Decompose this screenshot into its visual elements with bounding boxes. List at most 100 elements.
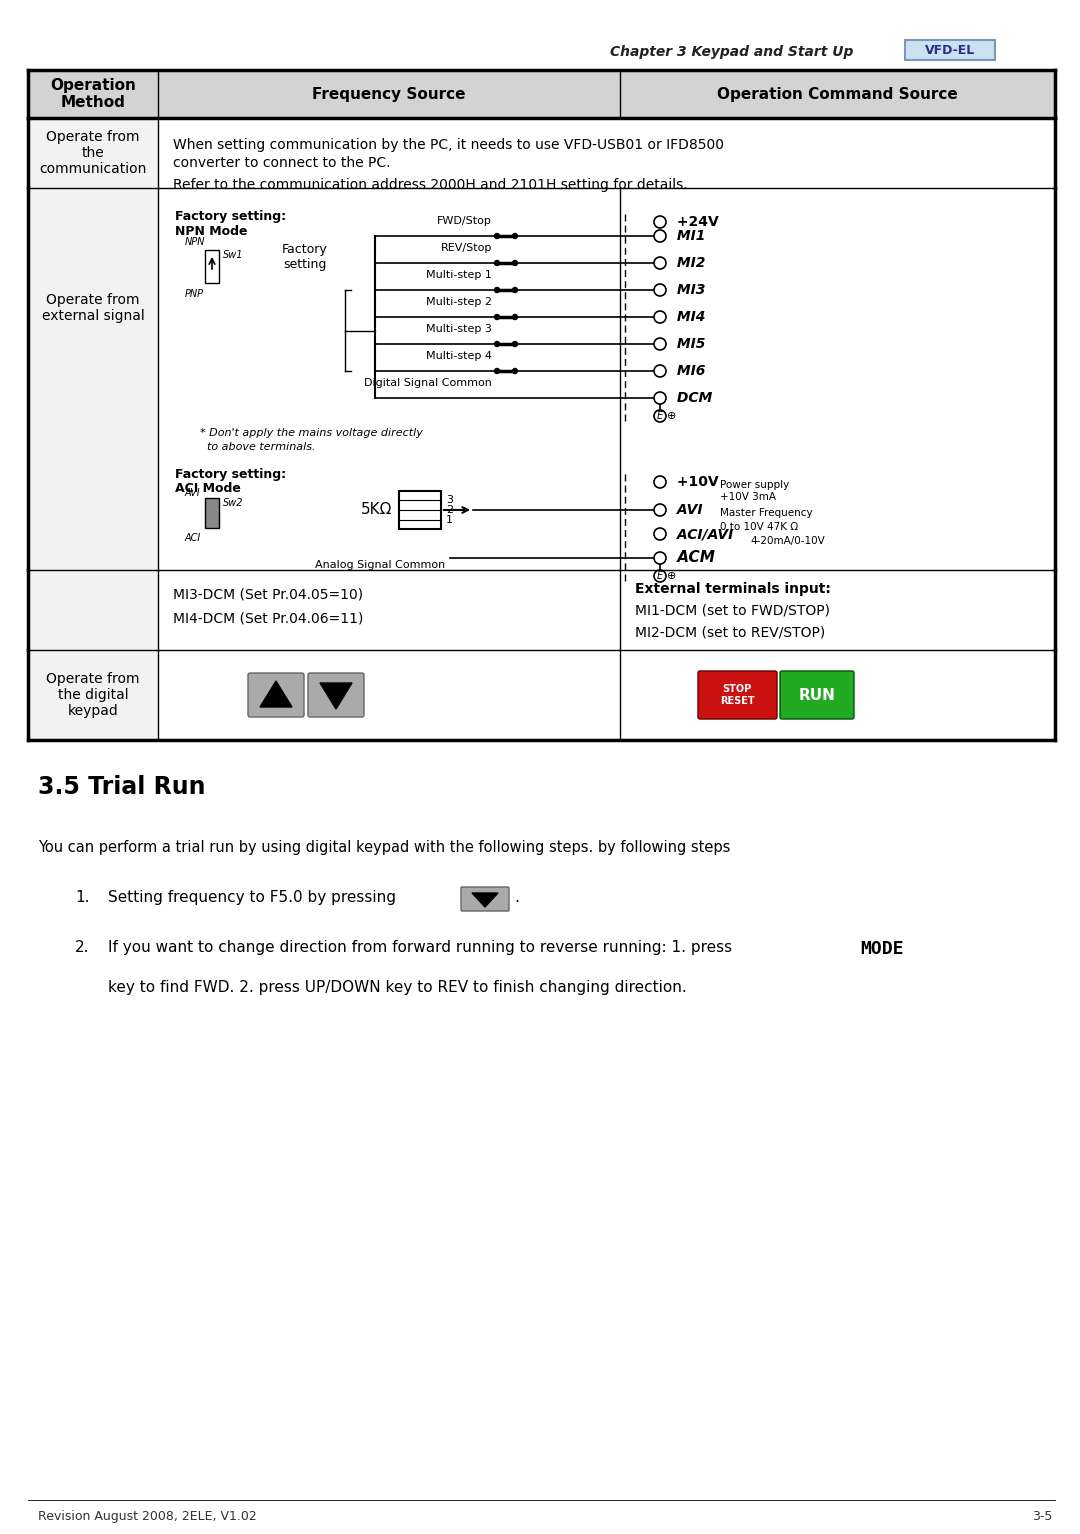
Circle shape (654, 216, 666, 229)
Text: to above terminals.: to above terminals. (200, 442, 315, 453)
Text: 5KΩ: 5KΩ (361, 503, 392, 517)
Circle shape (513, 287, 517, 293)
Text: 3: 3 (446, 495, 453, 505)
Text: Multi-step 3: Multi-step 3 (427, 324, 492, 334)
Text: MI1-DCM (set to FWD/STOP): MI1-DCM (set to FWD/STOP) (635, 604, 831, 618)
Text: Operate from
the digital
keypad: Operate from the digital keypad (46, 672, 139, 718)
Text: E: E (657, 571, 663, 581)
Text: 2.: 2. (75, 940, 90, 956)
Text: E: E (657, 411, 663, 420)
Text: MI2: MI2 (672, 256, 705, 270)
Text: 3.5 Trial Run: 3.5 Trial Run (38, 775, 205, 799)
Text: Operation
Method: Operation Method (50, 78, 136, 110)
Text: RUN: RUN (798, 687, 836, 703)
Text: AVI: AVI (185, 488, 201, 499)
Circle shape (654, 337, 666, 350)
FancyBboxPatch shape (698, 670, 777, 719)
Text: Chapter 3 Keypad and Start Up: Chapter 3 Keypad and Start Up (610, 44, 853, 58)
Text: You can perform a trial run by using digital keypad with the following steps. by: You can perform a trial run by using dig… (38, 841, 730, 854)
Circle shape (654, 393, 666, 403)
Circle shape (513, 261, 517, 265)
Circle shape (513, 233, 517, 238)
Text: NPN: NPN (185, 236, 205, 247)
Text: Operate from
the
communication: Operate from the communication (39, 130, 147, 176)
Text: ACM: ACM (672, 551, 715, 566)
Bar (399, 491, 441, 529)
Text: ACI/AVI: ACI/AVI (672, 528, 733, 542)
Text: ⊕: ⊕ (667, 411, 676, 420)
Polygon shape (320, 683, 352, 709)
Text: When setting communication by the PC, it needs to use VFD-USB01 or IFD8500: When setting communication by the PC, it… (173, 138, 724, 152)
Circle shape (513, 342, 517, 347)
Circle shape (654, 311, 666, 324)
Circle shape (654, 528, 666, 540)
Text: Multi-step 1: Multi-step 1 (427, 270, 492, 281)
Text: Power supply: Power supply (720, 480, 789, 489)
FancyBboxPatch shape (905, 40, 995, 60)
Text: ACI: ACI (185, 532, 201, 543)
Text: ⊕: ⊕ (667, 571, 676, 581)
Text: Operate from
external signal: Operate from external signal (42, 293, 145, 324)
Text: Frequency Source: Frequency Source (312, 86, 465, 101)
Circle shape (654, 476, 666, 488)
Text: +10V 3mA: +10V 3mA (720, 492, 777, 502)
Circle shape (495, 233, 499, 238)
Circle shape (654, 258, 666, 268)
Text: 0 to 10V 47K Ω: 0 to 10V 47K Ω (720, 522, 798, 532)
Text: Master Frequency: Master Frequency (720, 508, 812, 518)
Text: DCM: DCM (672, 391, 712, 405)
Circle shape (495, 287, 499, 293)
Circle shape (654, 410, 666, 422)
FancyBboxPatch shape (308, 673, 364, 716)
Circle shape (654, 552, 666, 565)
Text: MI5: MI5 (672, 337, 705, 351)
Bar (28, 650, 158, 739)
Circle shape (495, 314, 499, 319)
Bar (28, 189, 158, 571)
Text: * Don't apply the mains voltage directly: * Don't apply the mains voltage directly (200, 428, 423, 439)
Text: Revision August 2008, 2ELE, V1.02: Revision August 2008, 2ELE, V1.02 (38, 1509, 257, 1523)
Text: AVI: AVI (672, 503, 702, 517)
Text: Refer to the communication address 2000H and 2101H setting for details.: Refer to the communication address 2000H… (173, 178, 688, 192)
Text: MI3: MI3 (672, 282, 705, 298)
Text: Factory setting:: Factory setting: (175, 468, 286, 482)
Text: MI6: MI6 (672, 364, 705, 377)
Text: 2: 2 (446, 505, 454, 515)
FancyBboxPatch shape (461, 887, 509, 911)
Text: FWD/Stop: FWD/Stop (437, 216, 492, 225)
Text: Sw1: Sw1 (222, 250, 243, 259)
Bar (28, 571, 158, 650)
Text: converter to connect to the PC.: converter to connect to the PC. (173, 156, 391, 170)
Text: Multi-step 4: Multi-step 4 (426, 351, 492, 360)
Text: Multi-step 2: Multi-step 2 (426, 298, 492, 307)
Text: REV/Stop: REV/Stop (441, 242, 492, 253)
Text: 3-5: 3-5 (1031, 1509, 1052, 1523)
Text: 1.: 1. (75, 890, 90, 905)
Circle shape (513, 368, 517, 373)
Circle shape (495, 261, 499, 265)
Text: Setting frequency to F5.0 by pressing: Setting frequency to F5.0 by pressing (108, 890, 396, 905)
Circle shape (654, 571, 666, 581)
Circle shape (495, 342, 499, 347)
Bar (28, 71, 1055, 118)
Text: MI3-DCM (Set Pr.04.05=10): MI3-DCM (Set Pr.04.05=10) (173, 588, 363, 601)
Text: MI2-DCM (set to REV/STOP): MI2-DCM (set to REV/STOP) (635, 626, 825, 640)
Text: MI1: MI1 (672, 229, 705, 242)
Text: +24V: +24V (672, 215, 719, 229)
Circle shape (513, 314, 517, 319)
FancyBboxPatch shape (248, 673, 303, 716)
Text: NPN Mode: NPN Mode (175, 225, 247, 238)
Text: MI4-DCM (Set Pr.04.06=11): MI4-DCM (Set Pr.04.06=11) (173, 612, 363, 626)
Polygon shape (260, 681, 292, 707)
Circle shape (654, 284, 666, 296)
Text: Sw2: Sw2 (222, 499, 243, 508)
Text: VFD-EL: VFD-EL (924, 43, 975, 57)
Text: Operation Command Source: Operation Command Source (717, 86, 958, 101)
Circle shape (654, 505, 666, 515)
Circle shape (495, 368, 499, 373)
Text: External terminals input:: External terminals input: (635, 581, 831, 597)
Text: Digital Signal Common: Digital Signal Common (364, 377, 492, 388)
Circle shape (654, 230, 666, 242)
Text: .: . (514, 890, 518, 905)
Bar (205, 250, 219, 282)
